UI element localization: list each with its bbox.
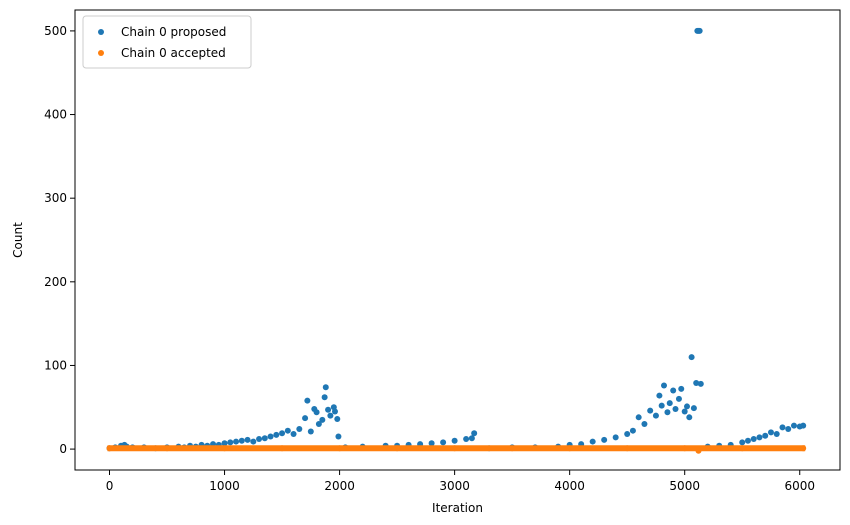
plot-area (106, 27, 807, 454)
data-point (635, 414, 642, 421)
data-point (321, 394, 328, 401)
x-tick-label: 1000 (209, 479, 240, 493)
data-point (656, 392, 663, 399)
data-point (601, 436, 608, 443)
y-tick-label: 200 (44, 275, 67, 289)
data-point (762, 432, 769, 439)
data-point (468, 435, 475, 442)
data-point (800, 422, 807, 429)
x-axis-label: Iteration (432, 501, 483, 515)
data-point (779, 424, 786, 431)
data-point (221, 440, 228, 447)
data-point (273, 431, 280, 438)
y-tick-label: 400 (44, 108, 67, 122)
data-point (313, 409, 320, 416)
legend-marker (98, 50, 104, 56)
data-point (463, 436, 470, 443)
x-tick-label: 2000 (324, 479, 355, 493)
data-point (624, 431, 631, 438)
x-tick-label: 0 (106, 479, 114, 493)
y-axis: 0 100 200 300 400 500 (44, 24, 75, 456)
data-point (660, 382, 667, 389)
data-point (647, 407, 654, 414)
data-point (279, 430, 286, 437)
accepted-band (107, 445, 806, 452)
data-point (767, 429, 774, 436)
data-point (302, 415, 309, 422)
data-point (290, 431, 297, 438)
x-tick-label: 5000 (669, 479, 700, 493)
data-point (244, 436, 251, 443)
data-point (471, 430, 478, 437)
y-axis-label: Count (11, 222, 25, 258)
data-point (675, 395, 682, 402)
data-point (334, 415, 341, 422)
y-tick-label: 300 (44, 191, 67, 205)
x-tick-label: 6000 (784, 479, 815, 493)
data-point (672, 405, 679, 412)
data-point (773, 431, 780, 438)
data-point (261, 435, 268, 442)
data-point (658, 402, 665, 409)
data-point (678, 385, 685, 392)
legend-marker (98, 29, 104, 35)
data-point (684, 403, 690, 410)
data-point (664, 409, 671, 416)
y-tick-label: 0 (59, 442, 67, 456)
data-point (233, 438, 240, 445)
data-point (696, 27, 703, 34)
data-point (612, 434, 619, 441)
data-point (686, 414, 693, 421)
data-point (697, 380, 704, 387)
data-point (304, 397, 311, 404)
legend-label: Chain 0 accepted (121, 46, 226, 60)
data-point (327, 412, 334, 419)
data-point (335, 433, 342, 440)
data-point (693, 380, 700, 387)
data-point (744, 437, 751, 444)
x-tick-label: 4000 (554, 479, 585, 493)
x-tick-label: 3000 (439, 479, 470, 493)
data-point (267, 433, 274, 440)
data-point (296, 426, 303, 433)
data-point (331, 408, 338, 415)
data-point (428, 440, 435, 447)
series-accepted (106, 445, 807, 454)
data-point (688, 354, 695, 361)
data-point (690, 405, 697, 412)
series-proposed (106, 27, 807, 452)
data-point (319, 416, 326, 423)
data-point (756, 434, 763, 441)
data-point (629, 427, 636, 434)
data-point (785, 426, 792, 433)
data-point (666, 400, 673, 407)
data-point (681, 408, 688, 415)
data-point (739, 439, 746, 446)
legend-label: Chain 0 proposed (121, 25, 226, 39)
axes-frame (74, 9, 841, 471)
data-point (790, 422, 797, 429)
data-point (315, 421, 322, 427)
data-point (440, 439, 447, 446)
data-point (652, 412, 659, 419)
data-point (641, 421, 648, 427)
data-point (256, 436, 263, 443)
legend: Chain 0 proposed Chain 0 accepted (82, 15, 252, 69)
data-point (670, 387, 677, 394)
data-point (238, 437, 245, 444)
data-point (589, 438, 596, 445)
legend-box (82, 15, 252, 69)
data-point (325, 406, 332, 413)
data-point (227, 439, 234, 446)
data-point (750, 436, 757, 443)
y-tick-label: 500 (44, 24, 67, 38)
x-axis: 0 1000 2000 3000 4000 5000 6000 (106, 470, 815, 493)
data-point (451, 437, 458, 444)
data-point (307, 428, 314, 435)
data-point (322, 384, 329, 391)
data-point (250, 438, 257, 445)
data-point (284, 427, 291, 434)
y-tick-label: 100 (44, 358, 67, 372)
